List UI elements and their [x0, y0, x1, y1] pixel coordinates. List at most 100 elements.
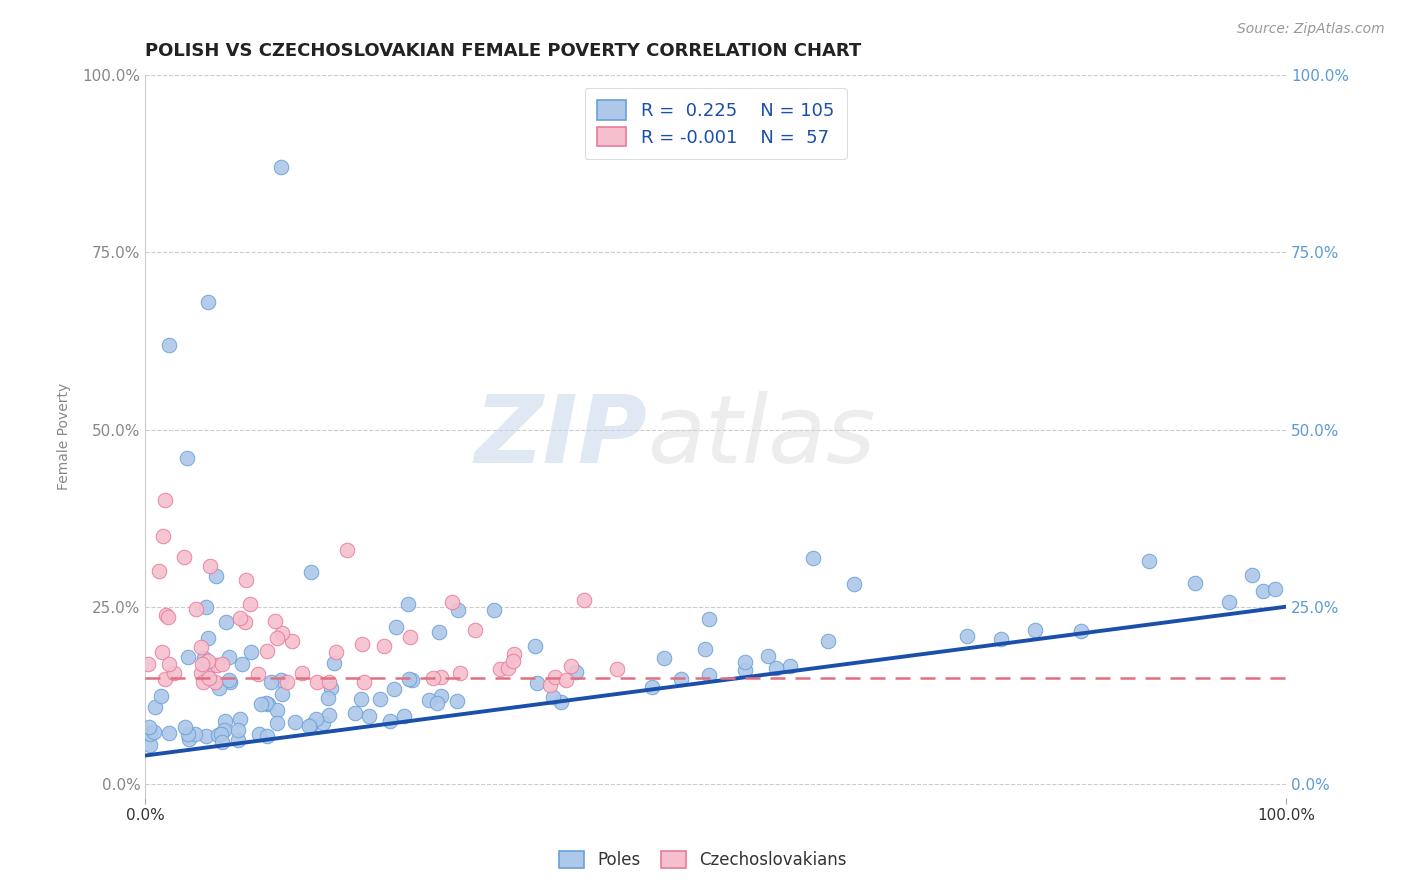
Point — [138, 720, 160, 734]
Point — [297, 719, 319, 733]
Point — [1218, 595, 1240, 609]
Point — [226, 733, 249, 747]
Point — [250, 698, 273, 712]
Legend: R =  0.225    N = 105, R = -0.001    N =  57: R = 0.225 N = 105, R = -0.001 N = 57 — [585, 87, 846, 159]
Point — [173, 550, 195, 565]
Point — [208, 681, 231, 695]
Point — [1070, 624, 1092, 639]
Point — [214, 615, 236, 629]
Point — [239, 597, 262, 611]
Point — [1251, 583, 1274, 598]
Point — [260, 674, 283, 689]
Point — [304, 712, 326, 726]
Point — [441, 595, 464, 609]
Point — [350, 691, 373, 706]
Point — [446, 694, 468, 708]
Point — [139, 726, 162, 740]
Point — [1264, 582, 1286, 596]
Point — [143, 700, 166, 714]
Point — [305, 675, 328, 690]
Point — [256, 730, 278, 744]
Point — [299, 718, 322, 732]
Point — [195, 663, 218, 677]
Point — [266, 703, 288, 717]
Point — [422, 671, 444, 685]
Point — [1137, 554, 1160, 568]
Point — [697, 611, 720, 625]
Point — [489, 662, 512, 676]
Point — [321, 681, 343, 696]
Point — [803, 550, 825, 565]
Point — [756, 649, 779, 664]
Point — [396, 597, 419, 611]
Point — [254, 696, 277, 710]
Point — [177, 731, 200, 746]
Point — [955, 629, 977, 643]
Point — [641, 681, 664, 695]
Point — [560, 658, 582, 673]
Point — [247, 666, 270, 681]
Point — [368, 692, 391, 706]
Point — [184, 602, 207, 616]
Point — [426, 696, 449, 710]
Point — [235, 573, 257, 587]
Point — [652, 651, 675, 665]
Point — [543, 670, 565, 684]
Point — [524, 639, 547, 653]
Point — [697, 668, 720, 682]
Point — [231, 657, 253, 671]
Point — [205, 569, 228, 583]
Point — [264, 614, 287, 628]
Point — [270, 687, 292, 701]
Point — [1240, 568, 1263, 582]
Point — [256, 644, 278, 658]
Point — [270, 161, 292, 175]
Point — [693, 642, 716, 657]
Point — [271, 626, 294, 640]
Point — [195, 729, 218, 743]
Point — [398, 630, 420, 644]
Point — [344, 706, 367, 720]
Point — [503, 647, 526, 661]
Point — [218, 650, 240, 665]
Point — [734, 655, 756, 669]
Point — [148, 564, 170, 578]
Point — [190, 665, 212, 680]
Point — [152, 529, 174, 543]
Point — [449, 666, 471, 681]
Point — [218, 673, 240, 688]
Point — [205, 658, 228, 673]
Text: Source: ZipAtlas.com: Source: ZipAtlas.com — [1237, 22, 1385, 37]
Point — [779, 659, 801, 673]
Point — [844, 577, 866, 591]
Point — [281, 633, 304, 648]
Point — [574, 593, 596, 607]
Point — [284, 714, 307, 729]
Point — [177, 727, 200, 741]
Point — [235, 615, 257, 629]
Text: atlas: atlas — [647, 391, 876, 483]
Point — [418, 693, 440, 707]
Point — [157, 657, 180, 672]
Point — [1024, 623, 1046, 637]
Point — [266, 715, 288, 730]
Point — [150, 645, 173, 659]
Point — [398, 672, 420, 686]
Point — [430, 670, 453, 684]
Point — [136, 657, 159, 671]
Point — [214, 714, 236, 729]
Point — [193, 675, 215, 690]
Point — [352, 637, 374, 651]
Point — [270, 673, 292, 688]
Point — [204, 675, 226, 690]
Point — [318, 674, 340, 689]
Point — [316, 691, 339, 706]
Point — [392, 709, 415, 723]
Point — [669, 672, 692, 686]
Text: POLISH VS CZECHOSLOVAKIAN FEMALE POVERTY CORRELATION CHART: POLISH VS CZECHOSLOVAKIAN FEMALE POVERTY… — [145, 42, 862, 60]
Point — [193, 651, 215, 665]
Point — [155, 608, 177, 623]
Point — [173, 720, 195, 734]
Point — [155, 672, 177, 686]
Point — [378, 714, 401, 728]
